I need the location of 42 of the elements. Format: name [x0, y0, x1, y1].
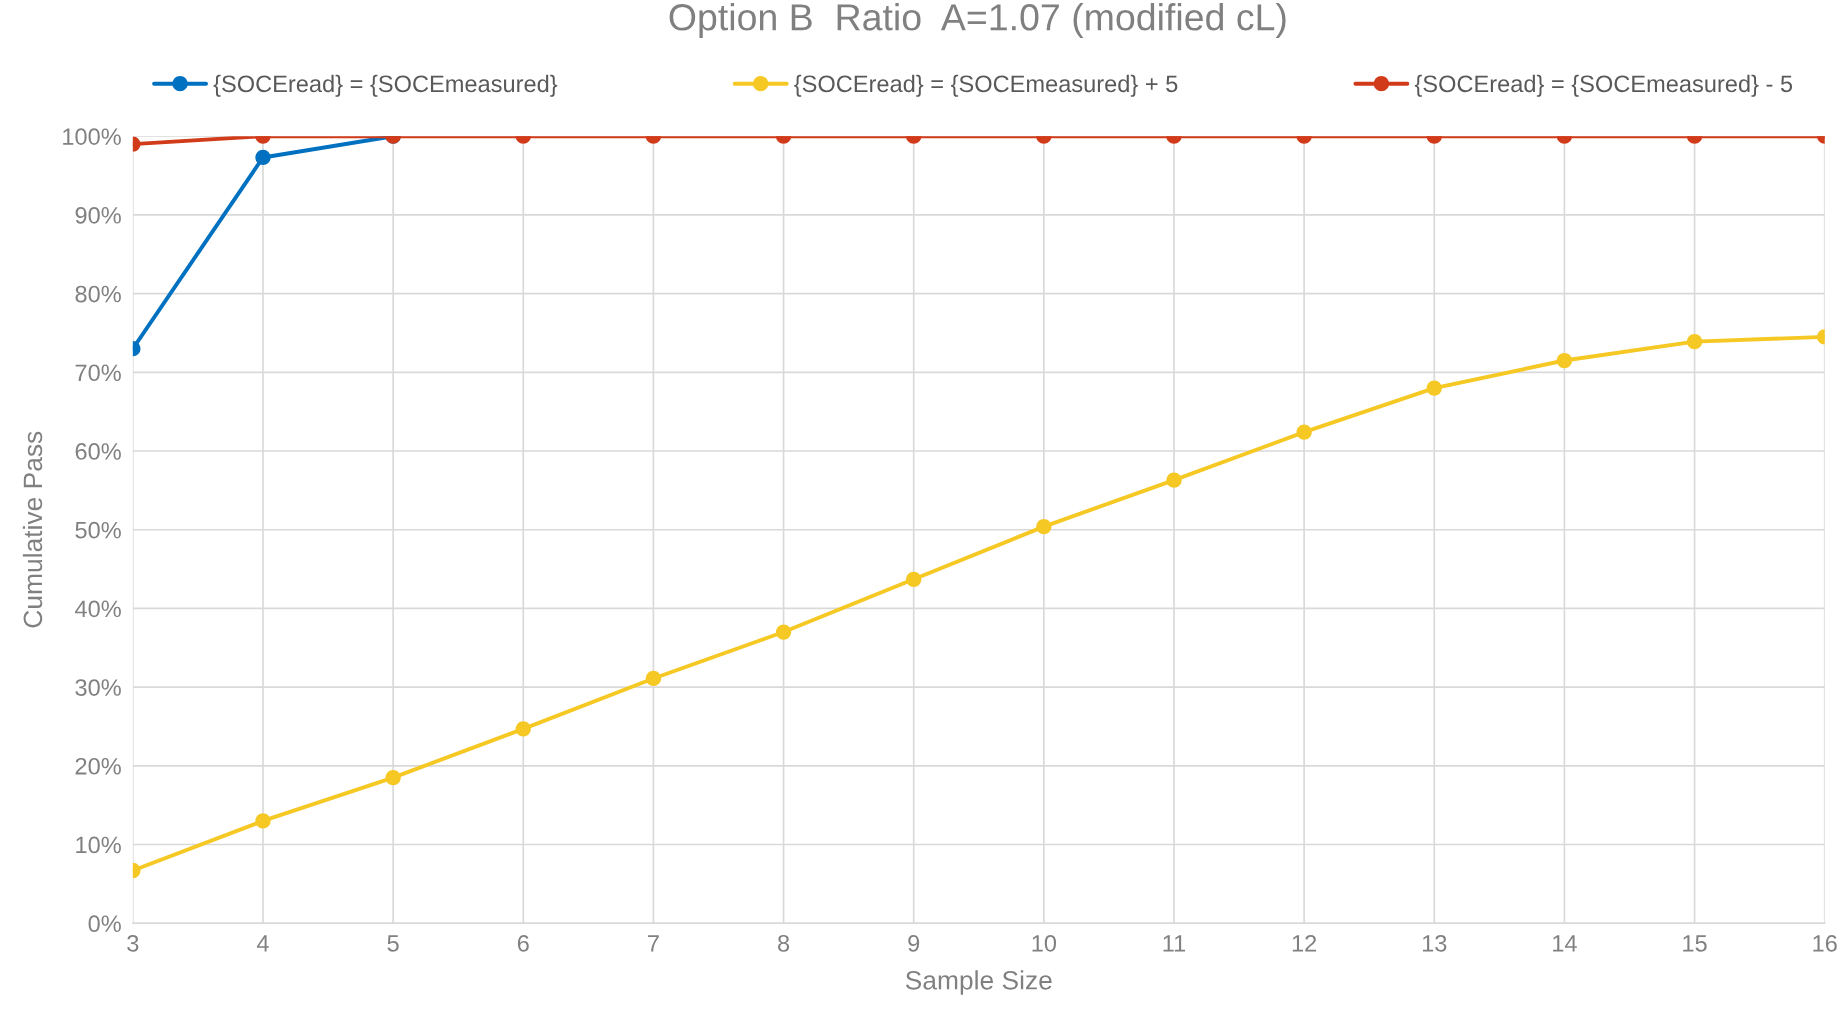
x-tick-label: 15 — [1683, 935, 1707, 952]
point — [906, 571, 922, 587]
y-axis-title: Cumulative Pass — [22, 431, 43, 628]
y-tick-label: 30% — [75, 679, 121, 696]
x-tick-label: 16 — [1813, 934, 1837, 952]
point — [385, 770, 401, 786]
x-tick-label: 10 — [1032, 934, 1057, 952]
x-axis-title: Sample Size — [905, 970, 1052, 995]
legend-label: {SOCEread} = {SOCEmeasured} - 5 — [1414, 74, 1793, 97]
y-tick-label: 90% — [75, 206, 121, 224]
x-tick-label: 7 — [648, 935, 659, 952]
y-tick-label: 20% — [75, 757, 121, 775]
point — [1036, 518, 1052, 535]
point — [1556, 352, 1573, 369]
y-tick-label: 10% — [76, 836, 121, 854]
y-tick-label: 80% — [75, 285, 121, 303]
chart-title: Option B Ratio A=1.07 (modified cL) — [669, 3, 1286, 38]
x-tick-label: 4 — [256, 935, 269, 952]
y-tick-label: 50% — [75, 521, 121, 539]
x-tick-label: 9 — [908, 934, 920, 952]
point — [1296, 424, 1312, 440]
y-tick-label: 60% — [75, 443, 121, 460]
y-tick-label: 100% — [63, 128, 121, 145]
legend-label: {SOCEread} = {SOCEmeasured} + 5 — [794, 74, 1178, 97]
legend-label: {SOCEread} = {SOCEmeasured} — [213, 74, 558, 97]
point — [1166, 472, 1182, 488]
point — [515, 721, 531, 737]
x-tick-label: 5 — [387, 935, 399, 952]
y-tick-label: 0% — [88, 915, 121, 933]
x-tick-label: 11 — [1163, 935, 1186, 952]
x-tick-label: 14 — [1553, 935, 1577, 952]
y-tick-label: 40% — [75, 600, 121, 618]
point — [1426, 380, 1442, 396]
y-tick-label: 70% — [75, 364, 121, 382]
point — [775, 624, 792, 640]
point — [645, 670, 662, 687]
point — [255, 813, 271, 829]
x-tick-label: 6 — [517, 934, 529, 952]
x-tick-label: 13 — [1422, 934, 1447, 952]
x-tick-label: 3 — [127, 934, 139, 952]
x-tick-label: 8 — [778, 934, 790, 952]
x-tick-label: 12 — [1292, 934, 1317, 952]
